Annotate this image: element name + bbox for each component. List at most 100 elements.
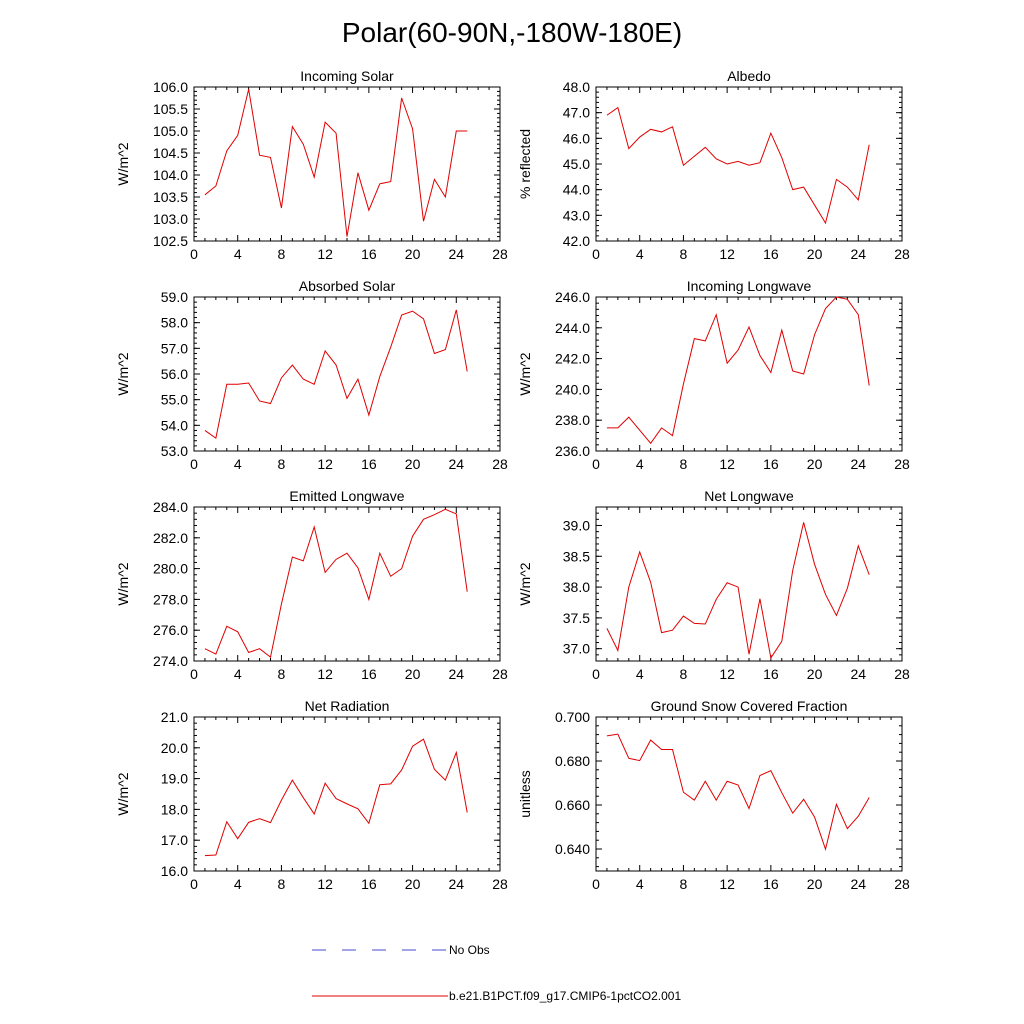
x-tick-label: 8 (278, 246, 286, 262)
x-tick-label: 24 (448, 246, 464, 262)
x-tick-label: 0 (190, 456, 198, 472)
x-tick-label: 12 (317, 456, 333, 472)
y-tick-label: 103.5 (153, 189, 188, 205)
x-tick-label: 4 (636, 666, 644, 682)
x-tick-label: 16 (763, 246, 779, 262)
y-tick-label: 0.660 (555, 797, 590, 813)
x-tick-label: 4 (636, 246, 644, 262)
plot-frame (595, 716, 903, 872)
legend-label-model: b.e21.B1PCT.f09_g17.CMIP6-1pctCO2.001 (449, 989, 681, 1003)
x-tick-label: 20 (405, 666, 421, 682)
y-tick-label: 0.700 (555, 709, 590, 725)
y-tick-label: 21.0 (161, 709, 188, 725)
x-tick-label: 12 (719, 456, 735, 472)
y-tick-label: 106.0 (153, 79, 188, 95)
y-tick-label: 105.5 (153, 101, 188, 117)
x-tick-label: 16 (361, 876, 377, 892)
y-tick-label: 55.0 (161, 392, 188, 408)
y-tick-label: 17.0 (161, 832, 188, 848)
plot-frame (595, 296, 903, 452)
legend: No Obs b.e21.B1PCT.f09_g17.CMIP6-1pctCO2… (312, 943, 681, 1003)
x-tick-label: 4 (234, 456, 242, 472)
y-tick-label: 53.0 (161, 443, 188, 459)
x-tick-label: 28 (492, 456, 508, 472)
y-tick-label: 16.0 (161, 863, 188, 879)
series-line-1 (606, 522, 870, 660)
y-tick-label: 240.0 (555, 381, 590, 397)
x-tick-label: 20 (405, 456, 421, 472)
y-tick-label: 56.0 (161, 366, 188, 382)
panel-1: Incoming Solar W/m^2 0 4 8 12 16 20 24 28 102.5 103… (115, 68, 508, 262)
x-tick-label: 12 (719, 666, 735, 682)
y-tick-label: 278.0 (153, 591, 188, 607)
y-tick-label: 38.5 (563, 548, 590, 564)
x-tick-label: 20 (405, 876, 421, 892)
y-tick-label: 46.0 (563, 130, 590, 146)
x-tick-label: 28 (894, 456, 910, 472)
x-tick-label: 20 (807, 876, 823, 892)
legend-label-no-obs: No Obs (449, 943, 490, 957)
y-tick-label: 104.5 (153, 145, 188, 161)
x-tick-label: 16 (361, 666, 377, 682)
series-line-1 (204, 89, 468, 237)
y-axis-label: unitless (517, 770, 533, 817)
y-tick-label: 104.0 (153, 167, 188, 183)
y-axis-label: % reflected (517, 129, 533, 199)
x-tick-label: 12 (317, 876, 333, 892)
x-tick-label: 0 (592, 876, 600, 892)
y-axis-label: W/m^2 (517, 562, 533, 605)
y-tick-label: 18.0 (161, 801, 188, 817)
plot-frame (193, 296, 501, 452)
y-tick-label: 0.640 (555, 841, 590, 857)
panel-title: Incoming Longwave (687, 278, 812, 294)
plot-frame (193, 506, 501, 662)
y-tick-label: 39.0 (563, 517, 590, 533)
y-tick-label: 284.0 (153, 499, 188, 515)
y-tick-label: 20.0 (161, 740, 188, 756)
x-tick-label: 16 (763, 666, 779, 682)
x-tick-label: 4 (636, 876, 644, 892)
x-tick-label: 24 (850, 666, 866, 682)
panels: Incoming Solar W/m^2 0 4 8 12 16 20 24 28 102.5 103… (115, 68, 910, 892)
figure-title: Polar(60-90N,-180W-180E) (342, 17, 682, 48)
x-tick-label: 8 (278, 456, 286, 472)
panel-8: Ground Snow Covered Fraction unitless 0 4 8 1… (517, 698, 910, 892)
series-line-1 (204, 738, 468, 857)
series-line-1 (204, 309, 468, 440)
panel-title: Absorbed Solar (299, 278, 396, 294)
x-tick-label: 16 (763, 456, 779, 472)
y-tick-label: 274.0 (153, 653, 188, 669)
x-tick-label: 16 (763, 876, 779, 892)
panel-title: Net Longwave (704, 488, 794, 504)
panel-6: Net Longwave W/m^2 0 4 8 12 16 20 24 28 37.0 37.5 38… (517, 488, 910, 682)
y-tick-label: 54.0 (161, 417, 188, 433)
y-tick-label: 246.0 (555, 289, 590, 305)
x-tick-label: 28 (894, 666, 910, 682)
x-tick-label: 20 (405, 246, 421, 262)
plot-frame (193, 716, 501, 872)
x-tick-label: 24 (850, 876, 866, 892)
panel-title: Emitted Longwave (289, 488, 404, 504)
x-tick-label: 16 (361, 456, 377, 472)
x-tick-label: 8 (278, 876, 286, 892)
x-tick-label: 0 (592, 666, 600, 682)
x-tick-label: 28 (894, 876, 910, 892)
y-tick-label: 45.0 (563, 156, 590, 172)
x-tick-label: 20 (807, 246, 823, 262)
x-tick-label: 24 (850, 246, 866, 262)
x-tick-label: 24 (448, 876, 464, 892)
x-tick-label: 20 (807, 456, 823, 472)
x-tick-label: 28 (492, 666, 508, 682)
x-tick-label: 20 (807, 666, 823, 682)
y-axis-label: W/m^2 (115, 142, 131, 185)
panel-2: Albedo % reflected 0 4 8 12 16 20 24 28 42.0 43.0 44… (517, 68, 910, 262)
y-tick-label: 280.0 (153, 561, 188, 577)
y-tick-label: 105.0 (153, 123, 188, 139)
y-tick-label: 37.0 (563, 641, 590, 657)
y-axis-label: W/m^2 (517, 352, 533, 395)
plot-frame (595, 86, 903, 242)
y-tick-label: 38.0 (563, 579, 590, 595)
series-line-1 (204, 508, 468, 659)
x-tick-label: 0 (190, 246, 198, 262)
